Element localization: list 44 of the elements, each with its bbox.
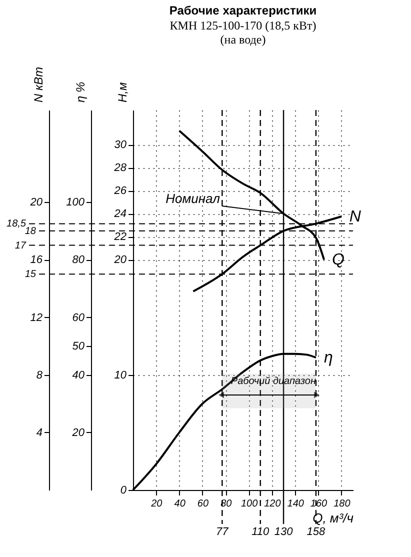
y2-tick-label: 80	[72, 254, 86, 266]
y3-tick-label: 12	[30, 312, 42, 324]
y2-tick-label: 60	[72, 312, 86, 324]
chart-subtitle: КМН 125-100-170 (18,5 кВт) (на воде)	[170, 18, 316, 46]
ref-line-label: 110	[252, 526, 270, 538]
y-tick-label: 10	[114, 369, 128, 382]
series-label: η	[324, 350, 333, 367]
x-tick-label: 20	[150, 498, 163, 510]
y3-tick-label: 8	[36, 369, 44, 382]
series-label: N	[349, 208, 362, 226]
series-label: Q	[332, 252, 345, 269]
ref-line-label: 17	[14, 240, 26, 252]
x-tick-label: 60	[197, 498, 209, 510]
y-tick-label: 20	[113, 254, 128, 266]
y2-tick-label: 40	[72, 369, 86, 382]
y-tick-label: 24	[113, 208, 126, 220]
chart-title: Рабочие характеристики	[169, 3, 317, 18]
ref-line-label: 15	[24, 269, 36, 280]
y3-tick-label: 16	[30, 254, 44, 266]
y3-tick-label: 4	[36, 426, 42, 439]
y-axis-title: Н,м	[116, 82, 130, 102]
y2-axis-title: η %	[74, 82, 88, 102]
x-tick-label: 40	[174, 498, 186, 510]
y3-axis-title: N кВт	[32, 66, 46, 102]
y2-tick-label: 50	[72, 340, 86, 353]
ref-line-label: 158	[306, 526, 326, 538]
ref-line-label: 18	[24, 226, 36, 237]
ref-line-label: 18,5	[6, 218, 26, 230]
y2-tick-label: 20	[71, 426, 86, 439]
y-tick-label: 0	[120, 484, 128, 496]
ref-line-label: 130	[274, 526, 294, 538]
x-tick-label: 100	[240, 498, 258, 510]
x-tick-label: 140	[287, 498, 304, 510]
y-tick-label: 28	[113, 162, 128, 174]
y3-tick-label: 20	[29, 196, 44, 209]
y-tick-label: 22	[113, 231, 126, 244]
y-tick-label: 26	[113, 185, 128, 198]
ref-line-label: 77	[216, 526, 230, 538]
y2-tick-label: 100	[66, 196, 86, 209]
x-tick-label: 180	[334, 498, 351, 510]
x-tick-label: 160	[310, 498, 328, 510]
annotation: Номинал	[166, 191, 221, 206]
x-tick-label: 120	[264, 498, 282, 510]
y-tick-label: 30	[114, 139, 128, 152]
